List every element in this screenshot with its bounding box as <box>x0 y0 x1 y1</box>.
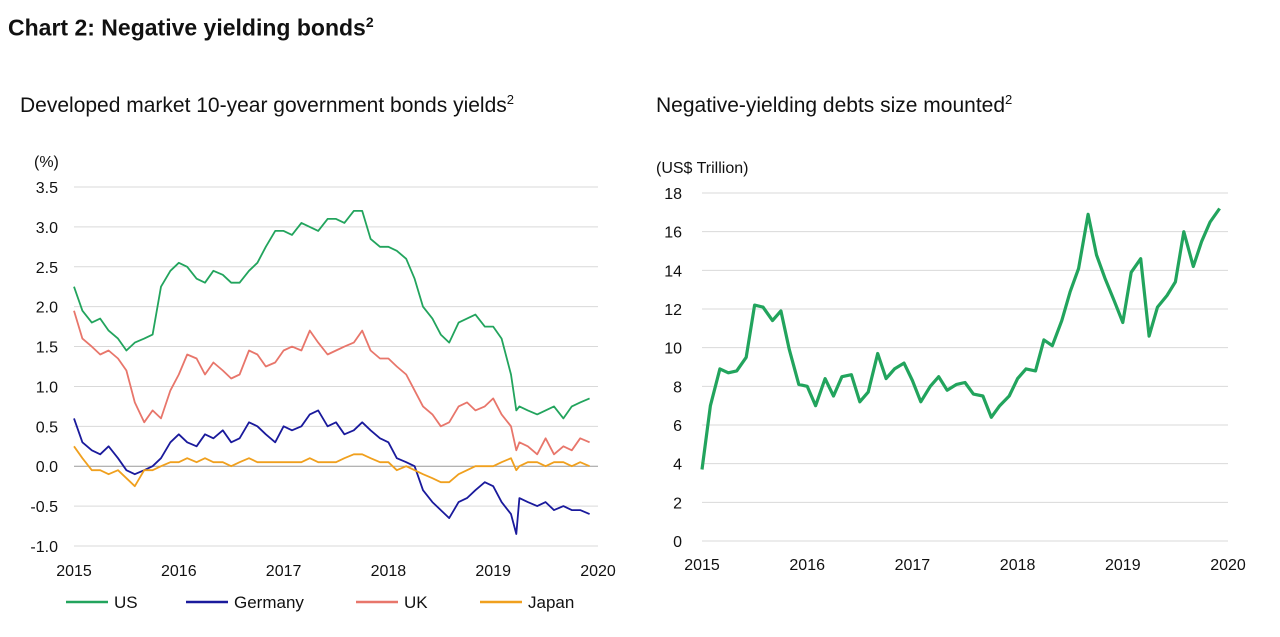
page-title: Chart 2: Negative yielding bonds2 <box>8 14 374 42</box>
legend-label-uk: UK <box>404 593 428 612</box>
chart-debt-xtick-label-0: 2015 <box>684 557 720 574</box>
chart-yields-ytick-label-8: -0.5 <box>30 499 58 516</box>
chart-yields-ytick-label-2: 2.5 <box>36 260 58 277</box>
chart-debt-xtick-label-3: 2018 <box>1000 557 1036 574</box>
chart-debt-series-line-0 <box>700 207 1221 470</box>
chart-debt-xtick-label-1: 2016 <box>789 557 825 574</box>
chart-yields-xtick-label-4: 2019 <box>475 563 511 580</box>
chart-yields-ytick-label-4: 1.5 <box>36 340 58 357</box>
yields-chart-title: Developed market 10-year government bond… <box>20 92 514 118</box>
yields-chart: 3.5 3.0 2.5 2.0 1.5 1.0 0.5 0.0 -0.5 -1.0 2015 2016… <box>30 154 616 612</box>
legend-label-japan: Japan <box>528 593 574 612</box>
chart-yields-ytick-label-6: 0.5 <box>36 419 58 436</box>
chart-yields-ytick-label-3: 2.0 <box>36 300 58 317</box>
debt-chart-title: Negative-yielding debts size mounted2 <box>656 92 1012 118</box>
legend-item-germany: Germany <box>186 593 304 612</box>
chart-yields-series-line-uk <box>73 310 590 456</box>
chart-yields-series-line-germany <box>73 409 590 535</box>
chart-yields-ytick-label-7: 0.0 <box>36 459 58 476</box>
chart-debt-xtick-label-5: 2020 <box>1210 557 1246 574</box>
chart-yields-ytick-label-1: 3.0 <box>36 220 58 237</box>
chart-yields-ytick-label-5: 1.0 <box>36 379 58 396</box>
chart-debt-xtick-label-4: 2019 <box>1105 557 1141 574</box>
chart-yields-xtick-label-2: 2017 <box>266 563 302 580</box>
chart-debt-ytick-label-9: 0 <box>673 534 682 551</box>
chart-yields-ytick-label-9: -1.0 <box>30 539 58 556</box>
chart-yields-xtick-label-0: 2015 <box>56 563 92 580</box>
chart-yields-y-axis-label: (%) <box>34 154 59 171</box>
chart-yields-xtick-label-3: 2018 <box>371 563 407 580</box>
page-title-footnote: 2 <box>365 14 374 30</box>
chart-yields-ytick-label-0: 3.5 <box>36 180 58 197</box>
legend-item-uk: UK <box>356 593 428 612</box>
chart-debt-ytick-label-1: 16 <box>664 225 682 242</box>
page-title-text: Chart 2: Negative yielding bonds <box>8 14 366 41</box>
legend-label-germany: Germany <box>234 593 304 612</box>
chart-debt-ytick-label-7: 4 <box>673 457 682 474</box>
debt-chart-title-footnote: 2 <box>1005 92 1013 107</box>
chart-debt-ytick-label-6: 6 <box>673 418 682 435</box>
chart-debt-ytick-label-4: 10 <box>664 341 682 358</box>
yields-chart-title-text: Developed market 10-year government bond… <box>20 94 507 117</box>
chart-yields-series-line-japan <box>73 445 590 488</box>
chart-yields-xtick-label-5: 2020 <box>580 563 616 580</box>
legend-item-us: US <box>66 593 138 612</box>
legend-item-japan: Japan <box>480 593 574 612</box>
chart-debt-y-axis-label: (US$ Trillion) <box>656 160 748 177</box>
chart-debt-xtick-label-2: 2017 <box>895 557 931 574</box>
chart-debt-ytick-label-0: 18 <box>664 186 682 203</box>
yields-chart-title-footnote: 2 <box>506 92 514 107</box>
legend-label-us: US <box>114 593 138 612</box>
chart-debt-ytick-label-2: 14 <box>664 263 682 280</box>
debt-chart-title-text: Negative-yielding debts size mounted <box>656 94 1006 117</box>
chart-debt-ytick-label-3: 12 <box>664 302 682 319</box>
chart-debt-ytick-label-8: 2 <box>673 495 682 512</box>
chart-yields-xtick-label-1: 2016 <box>161 563 197 580</box>
chart-debt-ytick-label-5: 8 <box>673 379 682 396</box>
chart-yields-series-line-us <box>73 210 590 420</box>
